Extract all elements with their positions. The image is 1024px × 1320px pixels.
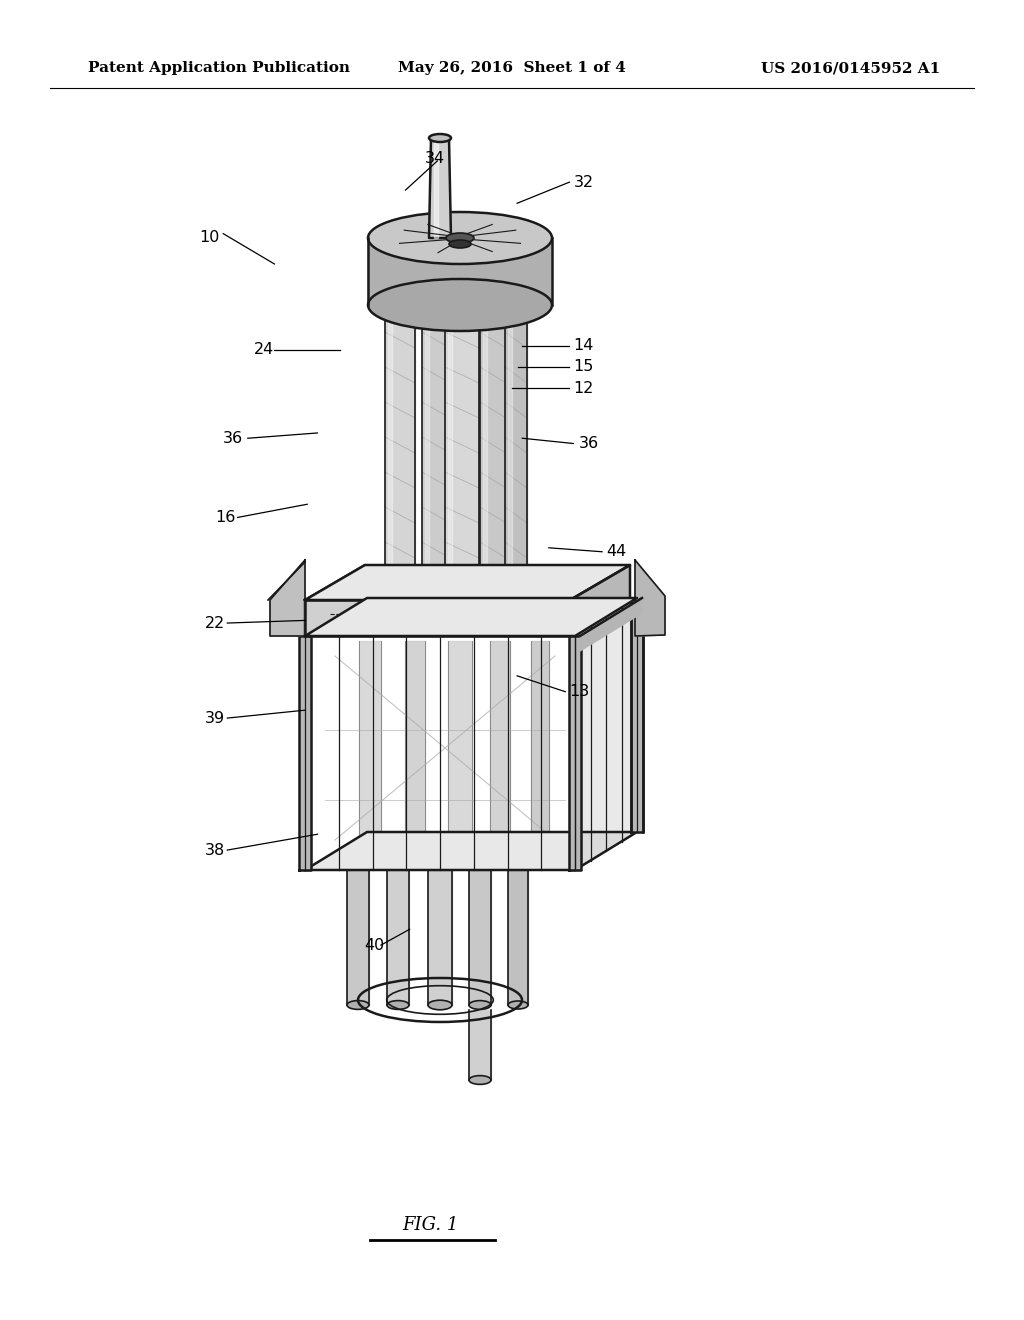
Text: 24: 24 (254, 342, 274, 358)
Polygon shape (425, 305, 429, 601)
Polygon shape (388, 305, 392, 601)
Text: FIG. 1: FIG. 1 (401, 1216, 458, 1234)
Text: 15: 15 (573, 359, 594, 375)
Ellipse shape (422, 595, 450, 605)
Polygon shape (429, 139, 451, 238)
Ellipse shape (469, 1076, 490, 1085)
Text: 10: 10 (200, 230, 220, 246)
Ellipse shape (480, 301, 506, 310)
Polygon shape (347, 870, 369, 1005)
Polygon shape (505, 305, 527, 601)
Polygon shape (368, 213, 552, 305)
Polygon shape (270, 560, 305, 636)
Text: 40: 40 (365, 937, 385, 953)
Polygon shape (449, 305, 452, 601)
Ellipse shape (385, 300, 415, 310)
Ellipse shape (368, 279, 552, 331)
Polygon shape (631, 598, 643, 832)
Polygon shape (490, 642, 510, 861)
Ellipse shape (385, 595, 415, 606)
Polygon shape (580, 598, 642, 651)
Polygon shape (449, 642, 472, 861)
Polygon shape (508, 305, 512, 601)
Polygon shape (428, 870, 452, 1005)
Ellipse shape (422, 300, 450, 310)
Polygon shape (359, 642, 381, 861)
Polygon shape (305, 565, 365, 636)
Ellipse shape (449, 240, 471, 248)
Ellipse shape (368, 213, 552, 264)
Ellipse shape (505, 301, 527, 309)
Polygon shape (508, 870, 528, 1005)
Polygon shape (445, 305, 479, 601)
Ellipse shape (508, 1001, 528, 1008)
Polygon shape (305, 598, 637, 636)
Polygon shape (483, 305, 487, 601)
Text: 39: 39 (205, 710, 225, 726)
Text: 22: 22 (205, 615, 225, 631)
Ellipse shape (469, 1001, 490, 1010)
Polygon shape (575, 598, 637, 870)
Polygon shape (569, 636, 581, 870)
Ellipse shape (445, 300, 479, 312)
Ellipse shape (429, 135, 451, 143)
Polygon shape (469, 1010, 490, 1080)
Ellipse shape (505, 597, 527, 603)
Ellipse shape (446, 234, 474, 243)
Ellipse shape (480, 595, 506, 605)
Ellipse shape (428, 1001, 452, 1010)
Text: 16: 16 (215, 510, 236, 525)
Ellipse shape (445, 594, 479, 606)
Polygon shape (635, 560, 665, 636)
Polygon shape (387, 870, 409, 1005)
Text: 14: 14 (573, 338, 594, 354)
Polygon shape (305, 832, 637, 870)
Text: 44: 44 (606, 544, 627, 560)
Text: 38: 38 (205, 842, 225, 858)
Text: 36: 36 (579, 436, 599, 451)
Polygon shape (480, 305, 506, 601)
Ellipse shape (347, 1001, 369, 1010)
Polygon shape (469, 870, 490, 1005)
Text: Patent Application Publication: Patent Application Publication (88, 61, 350, 75)
Text: US 2016/0145952 A1: US 2016/0145952 A1 (761, 61, 940, 75)
Text: 32: 32 (573, 174, 594, 190)
Polygon shape (570, 565, 630, 636)
Ellipse shape (387, 1001, 409, 1010)
Text: 12: 12 (573, 380, 594, 396)
Text: 34: 34 (425, 150, 445, 166)
Text: May 26, 2016  Sheet 1 of 4: May 26, 2016 Sheet 1 of 4 (398, 61, 626, 75)
Polygon shape (385, 305, 415, 601)
Text: 36: 36 (223, 430, 244, 446)
Polygon shape (305, 565, 630, 601)
Polygon shape (434, 139, 438, 238)
Polygon shape (299, 636, 311, 870)
Polygon shape (422, 305, 450, 601)
Text: 13: 13 (569, 684, 590, 700)
Polygon shape (305, 601, 570, 636)
Polygon shape (531, 642, 549, 861)
Polygon shape (406, 642, 425, 861)
